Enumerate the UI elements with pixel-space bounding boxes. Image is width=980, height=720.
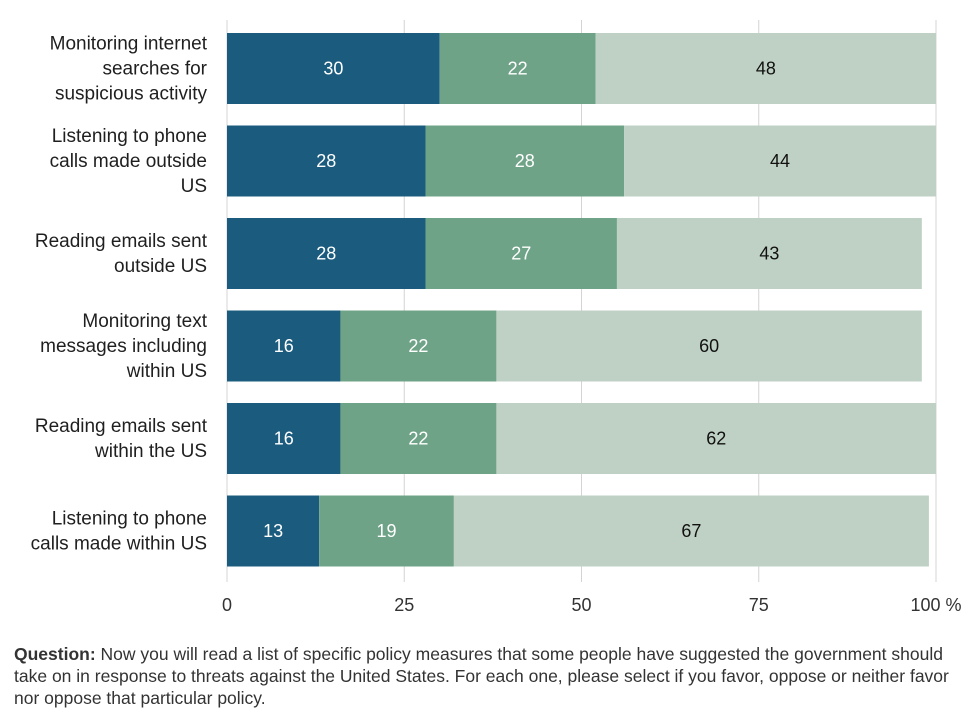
data-label: 19 [377, 521, 397, 541]
bar-segment [616, 218, 922, 289]
question-text: Now you will read a list of specific pol… [14, 644, 949, 708]
data-label: 28 [316, 151, 336, 171]
category-label: Reading emails sent within the US [35, 416, 208, 462]
bar-segment [227, 218, 426, 289]
category-label: Reading emails sent outside US [35, 231, 208, 277]
bar-segment [439, 33, 596, 104]
bar-segment [227, 495, 320, 567]
data-label: 62 [706, 429, 726, 449]
bar-segment [227, 125, 426, 197]
bar-segment [425, 218, 617, 289]
bar-segment [340, 310, 497, 382]
bar-segment [595, 33, 936, 104]
data-label: 30 [323, 59, 343, 79]
bar-segment [496, 310, 922, 382]
data-label: 16 [274, 429, 294, 449]
question-label: Question: [14, 644, 96, 664]
data-label: 48 [756, 59, 776, 79]
data-label: 44 [770, 151, 790, 171]
bar-segment [227, 403, 341, 474]
category-label: Monitoring internet searches for suspiciou… [50, 34, 208, 105]
data-label: 13 [263, 521, 283, 541]
data-label: 22 [408, 336, 428, 356]
data-label: 16 [274, 336, 294, 356]
data-label: 27 [511, 244, 531, 264]
data-label: 67 [681, 521, 701, 541]
bar-segment [319, 495, 454, 567]
bar-segment [227, 33, 440, 104]
x-tick-label: 50 [571, 595, 591, 615]
bar-segment [340, 403, 497, 474]
question-note: Question: Now you will read a list of sp… [14, 643, 969, 709]
data-label: 43 [759, 244, 779, 264]
bars: 30 22 48 28 28 44 28 27 43 16 22 60 16 22 62 13 19 67 [227, 33, 936, 567]
x-tick-label: 0 [222, 595, 232, 615]
x-tick-label: 25 [394, 595, 414, 615]
data-label: 22 [408, 429, 428, 449]
x-axis-ticks: 0 25 50 75 100 % [222, 595, 962, 615]
gridlines [226, 20, 937, 582]
data-label: 28 [515, 151, 535, 171]
bar-segment [227, 310, 341, 382]
data-label: 28 [316, 244, 336, 264]
category-labels: Monitoring internet searches for suspiciou… [31, 34, 208, 555]
x-tick-label: 100 % [910, 595, 961, 615]
data-label: 22 [508, 59, 528, 79]
bar-segment [496, 403, 936, 474]
bar-segment [624, 125, 936, 197]
bar-segment [453, 495, 929, 567]
category-label: Listening to phone calls made outside US [50, 126, 207, 197]
bar-segment [425, 125, 625, 197]
category-label: Monitoring text messages including within … [40, 311, 208, 382]
stacked-bar-chart: 30 22 48 28 28 44 28 27 43 16 22 60 16 22 62 13 19 67 Mon… [31, 20, 962, 615]
category-label: Listening to phone calls made within US [31, 509, 207, 555]
x-tick-label: 75 [749, 595, 769, 615]
data-label: 60 [699, 336, 719, 356]
